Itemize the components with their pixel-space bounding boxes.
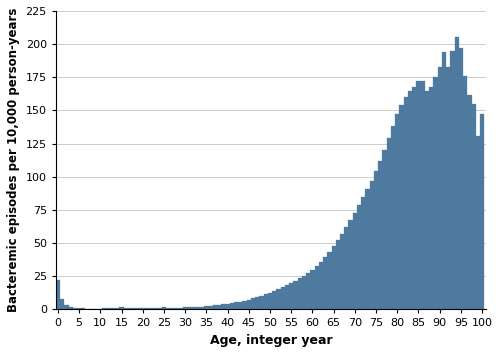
- Bar: [302, 276, 306, 309]
- Bar: [226, 303, 230, 309]
- Bar: [404, 97, 408, 309]
- Bar: [340, 234, 344, 309]
- Bar: [332, 246, 336, 309]
- Bar: [166, 308, 170, 309]
- Bar: [140, 308, 145, 309]
- Bar: [434, 77, 438, 309]
- Bar: [276, 289, 280, 309]
- Bar: [319, 262, 323, 309]
- Bar: [208, 306, 212, 309]
- Bar: [246, 299, 251, 309]
- Bar: [136, 308, 140, 309]
- Bar: [298, 278, 302, 309]
- Bar: [352, 213, 357, 309]
- Bar: [196, 307, 200, 309]
- Bar: [162, 308, 166, 309]
- Bar: [120, 308, 124, 309]
- Bar: [255, 297, 260, 309]
- Bar: [463, 76, 468, 309]
- Bar: [179, 308, 183, 309]
- Bar: [429, 87, 434, 309]
- Bar: [391, 126, 395, 309]
- Bar: [170, 308, 174, 309]
- Bar: [149, 308, 154, 309]
- Bar: [442, 52, 446, 309]
- Bar: [357, 205, 361, 309]
- Bar: [128, 308, 132, 309]
- Bar: [230, 303, 234, 309]
- Bar: [251, 298, 255, 309]
- Bar: [480, 114, 484, 309]
- Bar: [60, 299, 64, 309]
- Bar: [336, 240, 340, 309]
- Bar: [348, 220, 352, 309]
- Bar: [272, 291, 276, 309]
- Bar: [446, 67, 450, 309]
- Bar: [183, 308, 188, 309]
- Bar: [438, 67, 442, 309]
- Bar: [234, 302, 238, 309]
- Bar: [72, 308, 77, 309]
- Bar: [280, 287, 285, 309]
- Bar: [158, 308, 162, 309]
- Bar: [289, 283, 294, 309]
- Bar: [106, 308, 111, 309]
- Bar: [260, 296, 264, 309]
- Bar: [374, 171, 378, 309]
- Bar: [328, 252, 332, 309]
- Bar: [192, 307, 196, 309]
- Bar: [200, 307, 204, 309]
- Bar: [416, 81, 420, 309]
- Bar: [204, 306, 208, 309]
- Bar: [77, 308, 81, 309]
- Bar: [81, 308, 86, 309]
- Bar: [370, 181, 374, 309]
- Bar: [102, 308, 106, 309]
- Bar: [154, 308, 158, 309]
- Bar: [408, 91, 412, 309]
- Bar: [242, 301, 246, 309]
- Bar: [188, 307, 192, 309]
- Bar: [378, 161, 382, 309]
- Bar: [454, 38, 459, 309]
- Bar: [264, 294, 268, 309]
- Bar: [450, 51, 454, 309]
- Bar: [217, 305, 221, 309]
- Bar: [472, 104, 476, 309]
- Bar: [400, 105, 404, 309]
- Bar: [115, 308, 119, 309]
- Bar: [395, 114, 400, 309]
- Bar: [323, 257, 328, 309]
- Bar: [56, 280, 60, 309]
- Bar: [344, 227, 348, 309]
- Bar: [294, 281, 298, 309]
- Bar: [68, 307, 72, 309]
- Bar: [111, 308, 115, 309]
- X-axis label: Age, integer year: Age, integer year: [210, 334, 332, 347]
- Bar: [420, 81, 425, 309]
- Bar: [221, 304, 226, 309]
- Bar: [412, 87, 416, 309]
- Bar: [306, 273, 310, 309]
- Bar: [476, 136, 480, 309]
- Bar: [285, 285, 289, 309]
- Bar: [425, 91, 429, 309]
- Bar: [468, 95, 471, 309]
- Bar: [212, 305, 217, 309]
- Bar: [314, 266, 319, 309]
- Bar: [145, 308, 149, 309]
- Bar: [310, 270, 314, 309]
- Bar: [238, 302, 242, 309]
- Bar: [268, 293, 272, 309]
- Bar: [64, 305, 68, 309]
- Bar: [366, 189, 370, 309]
- Bar: [132, 308, 136, 309]
- Bar: [386, 138, 391, 309]
- Bar: [382, 150, 386, 309]
- Bar: [361, 197, 366, 309]
- Y-axis label: Bacteremic episodes per 10,000 person-years: Bacteremic episodes per 10,000 person-ye…: [7, 8, 20, 312]
- Bar: [124, 308, 128, 309]
- Bar: [174, 308, 179, 309]
- Bar: [459, 48, 463, 309]
